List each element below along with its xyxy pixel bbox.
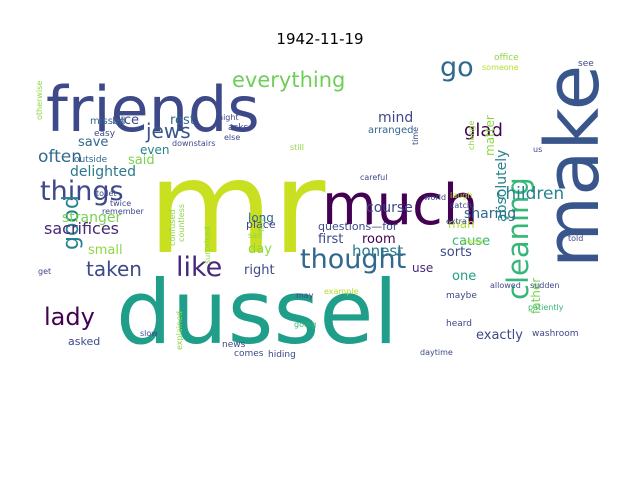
word-good: good (59, 195, 84, 250)
word-go: go (440, 52, 474, 83)
word-things: things (40, 176, 124, 207)
word-delighted: delighted (70, 164, 136, 180)
word-questions-for: questions—for (318, 220, 398, 233)
word-small: small (88, 243, 123, 258)
word-patiently: patiently (528, 303, 564, 312)
word-world: world (424, 193, 446, 202)
word-lady: lady (44, 303, 95, 331)
word-stranger: stranger (62, 210, 121, 226)
word-everything: everything (232, 68, 345, 92)
word-sorts: sorts (440, 245, 472, 260)
word-room: room (362, 232, 396, 247)
word-otherwise: otherwise (35, 81, 44, 120)
word-friends: friends (46, 73, 260, 146)
word-cause: cause (452, 234, 490, 249)
word-going: going (294, 320, 316, 329)
word-nice: nice (112, 113, 139, 128)
word-sad: sad (248, 231, 262, 240)
word-maybe: maybe (446, 291, 477, 301)
word-even: even (140, 143, 169, 157)
word-sharing: sharing (464, 206, 516, 222)
word-news: news (222, 340, 246, 350)
word-often: often (38, 147, 82, 167)
word-noise: noise (462, 237, 483, 246)
word-countless: countless (177, 204, 186, 242)
word-father: father (529, 278, 543, 314)
word-told: told (568, 234, 583, 243)
word-much: much (322, 173, 478, 238)
word-rest: rest (170, 113, 195, 128)
word-surprised: surprised (203, 227, 212, 264)
word-honest: honest (352, 242, 403, 260)
word-confused: confused (168, 210, 177, 246)
word-mind: mind (378, 110, 413, 126)
word-day: day (248, 242, 272, 257)
word-toilet: toilet (96, 189, 117, 198)
word-taken: taken (86, 257, 142, 281)
word-sacrifices: sacrifices (44, 219, 119, 238)
word-one: one (452, 269, 476, 284)
word-heard: heard (446, 319, 472, 329)
word-cleaning: cleaning (501, 177, 535, 300)
word-downstairs: downstairs (172, 139, 215, 148)
word-save: save (78, 135, 108, 150)
word-comes: comes (234, 349, 264, 359)
word-course: course (366, 200, 413, 216)
word-office: office (494, 53, 519, 63)
word-jews: jews (145, 119, 191, 143)
word-else: else (224, 133, 240, 142)
word-allowed: allowed (490, 281, 521, 290)
word-glad: glad (464, 120, 503, 141)
word-may: may (296, 291, 314, 300)
word-get: get (38, 267, 51, 276)
word-washroom: washroom (532, 329, 579, 339)
word-easy: easy (94, 129, 116, 139)
word-catch: catch (450, 201, 472, 210)
word-see: see (578, 59, 594, 69)
word-absolutely: absolutely (494, 150, 510, 222)
word-daytime: daytime (420, 348, 453, 357)
word-slow: slow (140, 329, 158, 338)
word-hiding: hiding (268, 350, 296, 360)
word-change: change (467, 120, 476, 150)
word-someone: someone (482, 63, 519, 72)
word-us: us (533, 145, 542, 154)
word-long: long (248, 211, 274, 225)
word-outside: outside (74, 155, 108, 165)
word-sudden: sudden (530, 281, 559, 290)
word-right: right (244, 263, 275, 278)
word-mr: mr (148, 134, 326, 283)
word-night: night (218, 113, 239, 122)
word-example: example (324, 287, 359, 296)
word-matter: matter (483, 115, 497, 156)
word-missed: missed (90, 116, 125, 127)
word-make: make (530, 65, 616, 268)
word-use: use (412, 261, 433, 275)
word-remember: remember (102, 207, 145, 216)
word-asks: asks (228, 123, 248, 133)
word-thought: thought (300, 244, 406, 275)
word-fine: fine (257, 217, 266, 232)
word-place: place (246, 218, 276, 231)
word-arranged: arranged (368, 125, 414, 136)
word-dussel: dussel (116, 261, 398, 364)
word-children: children (496, 184, 564, 204)
word-time: time (411, 127, 420, 145)
word-like: like (176, 252, 222, 283)
word-explained: explained (175, 311, 184, 350)
word-laugh: laugh (450, 191, 472, 200)
word-said: said (128, 153, 155, 168)
word-twice: twice (110, 199, 131, 208)
word-still: still (290, 143, 304, 152)
word-extra: extra (446, 217, 467, 226)
word-exactly: exactly (476, 328, 523, 343)
word-first: first (318, 232, 343, 247)
word-careful: careful (360, 173, 387, 182)
word-man: man (448, 217, 475, 231)
word-asked: asked (68, 335, 100, 348)
chart-title: 1942-11-19 (276, 30, 364, 48)
